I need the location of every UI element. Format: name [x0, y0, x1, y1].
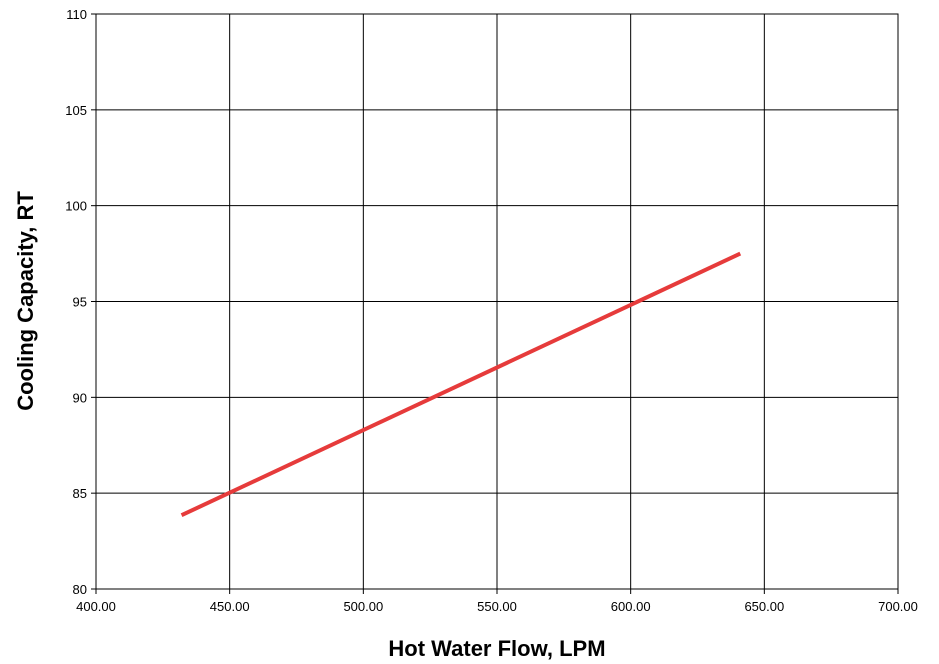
y-tick-label: 90: [73, 390, 87, 405]
y-tick-label: 80: [73, 582, 87, 597]
y-axis-ticks: 80 85 90 95 100 105 110: [65, 7, 96, 597]
x-tick-label: 700.00: [878, 599, 918, 614]
y-tick-label: 105: [65, 103, 87, 118]
y-tick-label: 100: [65, 199, 87, 214]
x-tick-label: 600.00: [611, 599, 651, 614]
x-tick-label: 450.00: [210, 599, 250, 614]
y-tick-label: 95: [73, 295, 87, 310]
y-tick-label: 85: [73, 486, 87, 501]
x-tick-label: 400.00: [76, 599, 116, 614]
data-points: [121, 0, 751, 581]
x-tick-label: 500.00: [343, 599, 383, 614]
x-tick-label: 550.00: [477, 599, 517, 614]
y-tick-label: 110: [66, 7, 87, 22]
x-axis-ticks: 400.00 450.00 500.00 550.00 600.00 650.00 700.…: [76, 589, 918, 614]
x-tick-label: 650.00: [744, 599, 784, 614]
